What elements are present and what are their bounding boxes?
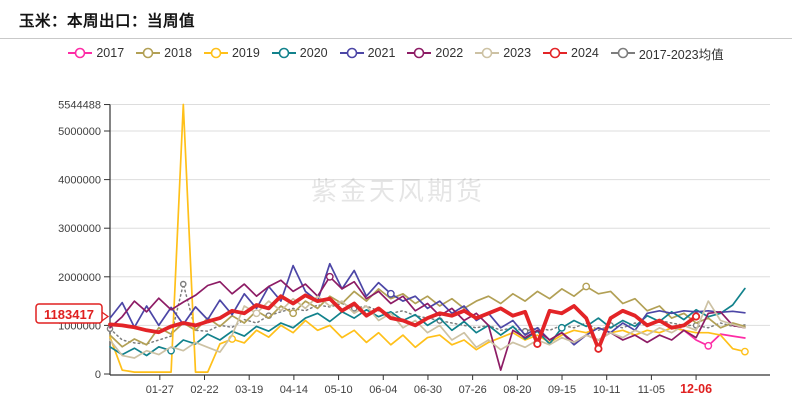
x-tick-label-current: 12-06 bbox=[680, 382, 712, 396]
chart-title: 玉米：本周出口：当周值 bbox=[19, 13, 196, 30]
series-2021 bbox=[109, 262, 746, 346]
x-tick-label: 11-05 bbox=[638, 384, 665, 396]
legend-item-2020[interactable]: 2020 bbox=[271, 46, 328, 60]
series-2024-marker bbox=[691, 312, 701, 321]
series-2022 bbox=[109, 272, 746, 371]
legend-item-2017[interactable]: 2017 bbox=[68, 46, 124, 60]
x-tick-label: 04-14 bbox=[280, 384, 308, 396]
legend-label: 2019 bbox=[231, 46, 260, 60]
series-2024-marker bbox=[533, 339, 542, 348]
legend-label: 2023 bbox=[503, 46, 532, 60]
x-tick-label: 01-27 bbox=[146, 384, 174, 396]
series-2023 bbox=[109, 295, 746, 359]
legend-marker-2023-icon bbox=[475, 47, 500, 59]
y-tick-label: 5544488 bbox=[58, 100, 101, 112]
legend-marker-2017-2023均值-icon bbox=[610, 47, 635, 59]
x-axis: 01-27 02-22 03-19 04-14 05-10 06-04 06-30 07-26… bbox=[110, 374, 770, 396]
series-2017-2023均值-marker bbox=[179, 280, 187, 288]
legend-item-2017-2023均值[interactable]: 2017-2023均值 bbox=[610, 44, 724, 63]
series-2017-marker bbox=[704, 341, 713, 350]
x-tick-label: 02-22 bbox=[190, 384, 218, 396]
legend-item-2019[interactable]: 2019 bbox=[203, 46, 260, 60]
legend-label: 2021 bbox=[367, 46, 396, 60]
legend-item-2024[interactable]: 2024 bbox=[543, 46, 599, 60]
series-2024-marker bbox=[594, 344, 603, 353]
gridlines bbox=[110, 104, 770, 326]
x-tick-label: 08-20 bbox=[503, 384, 531, 396]
legend-label: 2024 bbox=[571, 46, 599, 60]
legend-item-2022[interactable]: 2022 bbox=[407, 46, 463, 60]
series-2018-marker bbox=[582, 282, 591, 291]
legend-item-2023[interactable]: 2023 bbox=[475, 46, 531, 60]
x-tick-label: 05-10 bbox=[325, 384, 353, 396]
legend-label: 2020 bbox=[299, 46, 328, 60]
legend-label: 2018 bbox=[164, 46, 192, 60]
y-tick-label: 2000000 bbox=[58, 272, 101, 284]
x-tick-label: 03-19 bbox=[235, 384, 263, 396]
y-tick-label: 0 bbox=[95, 369, 101, 381]
series-2019-marker bbox=[741, 347, 749, 356]
x-tick-label: 09-15 bbox=[548, 384, 576, 396]
legend-marker-2021-icon bbox=[339, 47, 364, 59]
legend-marker-2017-icon bbox=[68, 47, 93, 59]
legend-marker-2020-icon bbox=[271, 47, 296, 59]
legend-marker-2019-icon bbox=[203, 47, 228, 59]
series-2023-marker bbox=[252, 309, 261, 318]
latest-value-label: 1183417 bbox=[44, 307, 94, 322]
series-2020-marker bbox=[557, 323, 566, 332]
watermark: 紫金天风期货 bbox=[311, 176, 485, 206]
title-divider bbox=[0, 38, 792, 39]
legend-marker-2018-icon bbox=[136, 47, 161, 59]
y-tick-label: 3000000 bbox=[58, 223, 101, 235]
legend-item-2018[interactable]: 2018 bbox=[136, 46, 192, 60]
chart-legend: 2017 2018 2019 2020 2021 2022 2023 2024 2017-202… bbox=[0, 42, 792, 64]
x-tick-label: 07-26 bbox=[459, 384, 487, 396]
series-2024 bbox=[108, 293, 701, 353]
y-axis: 0100000020000003000000400000050000005544… bbox=[58, 100, 111, 381]
legend-label: 2017-2023均值 bbox=[638, 47, 724, 62]
legend-marker-2022-icon bbox=[407, 47, 432, 59]
legend-label: 2017 bbox=[96, 46, 125, 60]
legend-marker-2024-icon bbox=[543, 47, 568, 59]
x-tick-label: 06-04 bbox=[369, 384, 397, 396]
legend-item-2021[interactable]: 2021 bbox=[339, 46, 396, 60]
latest-value-callout: 1183417 bbox=[35, 303, 110, 324]
series-2022-marker bbox=[325, 272, 334, 281]
series-2018-marker bbox=[289, 309, 298, 318]
y-tick-label: 4000000 bbox=[58, 175, 101, 187]
x-tick-label: 06-30 bbox=[414, 384, 442, 396]
legend-label: 2022 bbox=[435, 46, 464, 60]
series-2021-marker bbox=[386, 289, 395, 298]
x-tick-label: 10-11 bbox=[593, 384, 620, 396]
series-2018 bbox=[109, 282, 746, 348]
y-tick-label: 5000000 bbox=[58, 126, 101, 138]
